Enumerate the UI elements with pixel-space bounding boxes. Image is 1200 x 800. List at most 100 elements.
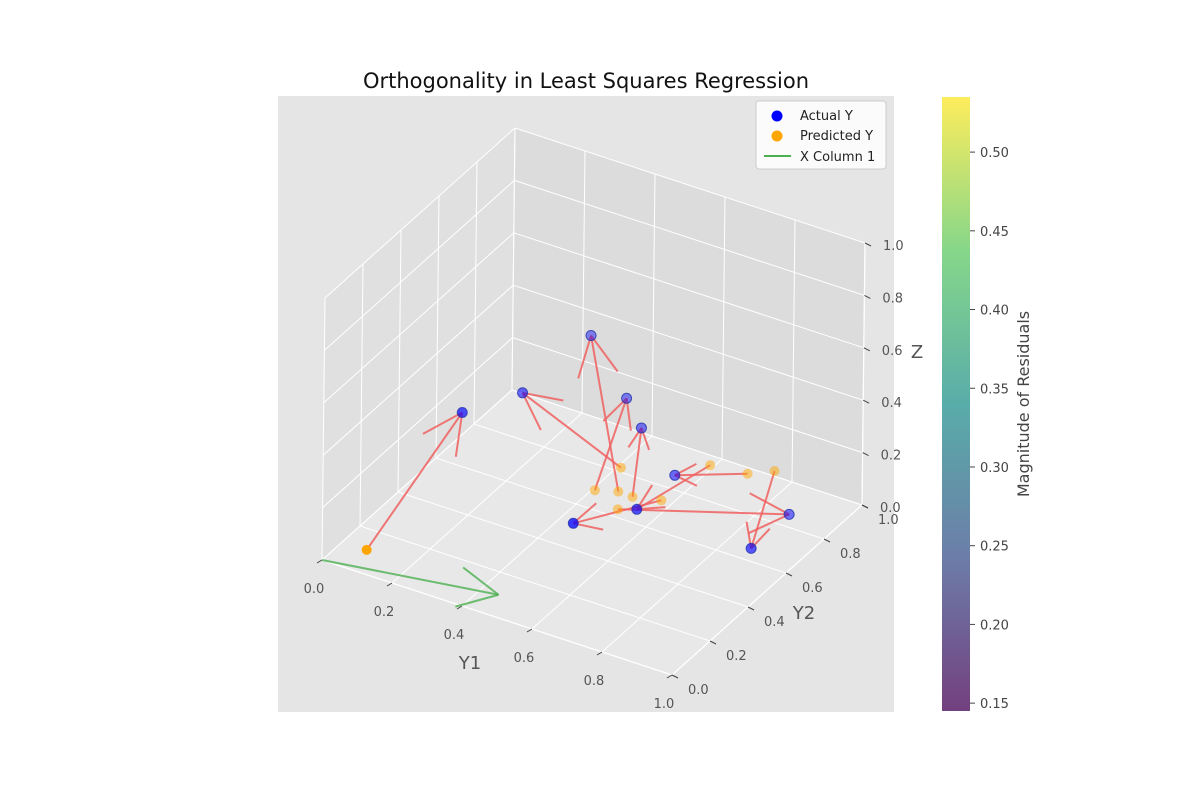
- grid-line: [651, 173, 656, 437]
- predicted-point: [627, 491, 638, 502]
- legend-label-x-column: X Column 1: [800, 150, 875, 165]
- residual-arrow: [521, 391, 622, 469]
- y-tick: [709, 640, 717, 645]
- z-tick: [862, 399, 870, 404]
- grid-line: [397, 491, 749, 608]
- legend-marker-predicted: [771, 130, 783, 142]
- residual-arrow-shaft: [590, 335, 620, 492]
- actual-point: [585, 330, 597, 342]
- actual-point: [635, 422, 647, 434]
- y-tick: [671, 674, 679, 679]
- grid-line: [512, 337, 863, 454]
- y-tick: [823, 538, 831, 543]
- residual-arrow-head: [627, 427, 643, 448]
- z-tick-label: 0.6: [882, 344, 903, 359]
- actual-point: [621, 392, 633, 404]
- colorbar-tick-label: 0.30: [980, 461, 1009, 476]
- back-pane: [512, 128, 865, 505]
- z-tick-label: 0.8: [882, 291, 903, 306]
- left-pane: [322, 128, 515, 560]
- residual-arrow-head: [640, 427, 651, 451]
- residual-arrow-head: [522, 391, 564, 402]
- colorbar-tick-label: 0.50: [980, 146, 1009, 161]
- colorbar-tick-label: 0.25: [980, 540, 1009, 555]
- actual-point: [631, 503, 643, 515]
- grid-line: [359, 263, 364, 527]
- predicted-point: [742, 468, 753, 479]
- grid-line: [601, 481, 793, 653]
- legend-marker-actual: [771, 110, 783, 122]
- residual-arrow-shaft: [365, 411, 464, 551]
- residual-arrow-shaft: [750, 470, 776, 549]
- predicted-point: [656, 495, 667, 506]
- y-tick-label: 0.2: [726, 649, 747, 664]
- x-column-vector-head: [455, 593, 499, 608]
- predicted-point: [361, 544, 372, 555]
- legend-label-actual: Actual Y: [800, 109, 853, 124]
- y-tick-label: 0.6: [802, 581, 823, 596]
- residual-arrow-head: [422, 411, 463, 435]
- chart-title: Orthogonality in Least Squares Regressio…: [363, 69, 809, 93]
- grid-line: [359, 525, 711, 642]
- actual-point: [517, 387, 529, 399]
- grid-line: [435, 457, 787, 574]
- data-points: [361, 330, 795, 555]
- x-tick: [666, 674, 673, 679]
- predicted-point: [613, 486, 624, 497]
- y-tick-label: 1.0: [878, 513, 899, 528]
- predicted-point: [589, 485, 600, 496]
- x-tick: [526, 628, 533, 633]
- grid-line: [397, 229, 402, 493]
- x-column-vector-shaft: [321, 559, 499, 596]
- x-column-vector-head: [462, 566, 500, 596]
- residual-arrow-head: [521, 392, 542, 431]
- grid-line: [531, 458, 723, 630]
- y-tick-label: 0.8: [840, 547, 861, 562]
- actual-point: [783, 508, 795, 520]
- colorbar-tick-label: 0.20: [980, 618, 1009, 633]
- grid-line: [322, 284, 514, 456]
- z-tick-label: 0.4: [881, 396, 902, 411]
- colorbar-tick-label: 0.40: [980, 304, 1009, 319]
- colorbar-label: Magnitude of Residuals: [1014, 311, 1033, 497]
- z-axis-line: [861, 242, 866, 506]
- residual-arrow-head: [748, 513, 790, 535]
- residual-arrow: [617, 492, 790, 535]
- colorbar-ticks: 0.15 0.20 0.25 0.30 0.35 0.40 0.45 0.50: [970, 146, 1009, 712]
- x-axis-line: [321, 559, 673, 676]
- residual-arrow-shaft: [636, 464, 711, 511]
- grid-line: [323, 232, 515, 404]
- x-tick-label: 0.8: [584, 674, 605, 689]
- actual-point: [567, 517, 579, 529]
- residual-arrow-shaft: [593, 397, 628, 491]
- axis-lines: [321, 242, 866, 676]
- residual-arrow-shaft: [674, 472, 748, 477]
- residual-arrow-head: [749, 492, 790, 516]
- grid-line: [321, 297, 326, 561]
- grid-line: [514, 127, 866, 244]
- grid-line: [581, 150, 586, 414]
- z-tick: [862, 452, 869, 457]
- tick-labels: 0.00.20.40.60.81.00.00.20.40.60.81.00.00…: [304, 239, 904, 712]
- legend-label-predicted: Predicted Y: [800, 129, 873, 144]
- x-tick: [596, 651, 603, 656]
- y-axis-line: [671, 504, 863, 676]
- z-tick: [861, 504, 869, 509]
- colorbar-tick-label: 0.45: [980, 225, 1009, 240]
- residual-arrow-shaft: [521, 392, 622, 469]
- z-tick: [864, 294, 871, 299]
- residual-arrow-shaft: [617, 508, 790, 516]
- z-tick-label: 0.0: [880, 501, 901, 516]
- z-tick: [863, 347, 871, 352]
- predicted-point: [615, 462, 626, 473]
- y-tick: [785, 572, 793, 577]
- residual-arrow: [627, 427, 651, 498]
- y-tick-label: 0.0: [688, 683, 709, 698]
- grid-line: [322, 337, 513, 508]
- colorbar-tick-label: 0.15: [980, 697, 1009, 712]
- grid-line: [473, 161, 478, 425]
- x-tick-label: 0.6: [514, 651, 535, 666]
- x-tick: [316, 559, 323, 564]
- y-tick-label: 0.4: [764, 615, 785, 630]
